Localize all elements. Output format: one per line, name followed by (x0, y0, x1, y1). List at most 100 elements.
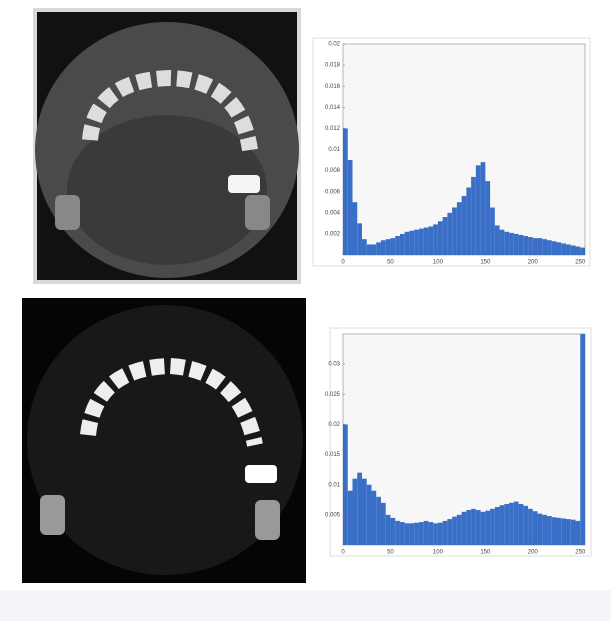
histogram-bar (547, 516, 552, 545)
x-tick-label: 100 (433, 550, 444, 556)
histogram-bar (499, 505, 505, 545)
histogram-bar (357, 472, 362, 545)
histogram-bar (343, 128, 348, 255)
histogram-bar (471, 508, 476, 545)
histogram-bar (566, 519, 571, 545)
histogram-bar (513, 233, 519, 255)
y-tick-label: 0.002 (325, 231, 341, 237)
histogram-bar (428, 226, 434, 255)
histogram-bar (361, 478, 367, 545)
histogram-bar (566, 244, 571, 255)
histogram-bar (471, 176, 476, 255)
histogram-bar (380, 502, 386, 545)
histogram-bar (480, 162, 486, 255)
histogram-bar (437, 221, 443, 255)
y-tick-label: 0.008 (325, 168, 341, 174)
x-tick-label: 150 (480, 550, 491, 556)
histogram-bar (442, 217, 448, 255)
histogram-bar (480, 511, 486, 545)
histogram-bar (485, 181, 491, 255)
histogram-bar (561, 518, 567, 545)
ct-image-original (33, 8, 301, 284)
histogram-bar (570, 519, 576, 545)
footer-band (0, 590, 611, 621)
histogram-bar (404, 523, 410, 545)
x-tick-label: 200 (528, 550, 539, 556)
histogram-bar (371, 490, 377, 545)
histogram-bar (542, 514, 548, 545)
histogram-bar (580, 334, 585, 545)
y-tick-label: 0.015 (325, 452, 341, 458)
histogram-bar (475, 165, 481, 255)
histogram-bar (551, 517, 557, 545)
histogram-bar (456, 514, 462, 545)
y-tick-label: 0.03 (328, 362, 340, 368)
histogram-bar (423, 227, 429, 255)
histogram-bar (433, 523, 438, 545)
histogram-bar (513, 501, 519, 545)
histogram-bar (509, 502, 514, 545)
histogram-bar (561, 243, 567, 255)
histogram-bar (376, 242, 381, 255)
y-tick-label: 0.025 (325, 392, 341, 398)
histogram-bar (447, 519, 453, 545)
histogram-bar (456, 202, 462, 255)
histogram-bar (366, 484, 372, 545)
histogram-bar (580, 247, 585, 255)
x-tick-label: 50 (387, 260, 394, 266)
histogram-bar (556, 517, 562, 545)
x-tick-label: 0 (341, 260, 345, 266)
y-tick-label: 0.004 (325, 210, 341, 216)
x-tick-label: 0 (341, 550, 345, 556)
histogram-bar (532, 238, 538, 255)
histogram-bar (509, 232, 514, 255)
histogram-bar (347, 160, 353, 255)
histogram-bar (357, 223, 362, 255)
histogram-bar (361, 239, 367, 255)
histogram-bar (490, 508, 495, 545)
histogram-bar (494, 225, 500, 255)
y-tick-label: 0.01 (328, 147, 340, 153)
histogram-bar (371, 244, 377, 255)
histogram-bar (399, 522, 405, 545)
histogram-bar (528, 237, 533, 255)
y-tick-label: 0.006 (325, 189, 341, 195)
histogram-bar (504, 231, 510, 255)
histogram-bar (461, 195, 467, 255)
histogram-bar (551, 241, 557, 255)
histogram-bar (343, 424, 348, 545)
histogram-bar (409, 230, 415, 255)
ct-image-equalized (22, 298, 306, 583)
histogram-bar (442, 520, 448, 545)
histogram-bar (466, 510, 472, 545)
histogram-bar (414, 522, 419, 545)
histogram-bar (518, 234, 524, 255)
x-tick-label: 200 (528, 260, 539, 266)
histogram-bar (494, 507, 500, 545)
histogram-bar (447, 212, 453, 255)
histogram-bar (395, 236, 400, 255)
histogram-bar (537, 238, 543, 255)
y-tick-label: 0.01 (328, 482, 340, 488)
histogram-bar (437, 522, 443, 545)
histogram-bar (556, 242, 562, 255)
histogram-bar (385, 514, 391, 545)
histogram-bar (485, 510, 491, 545)
histogram-bar (404, 231, 410, 255)
histogram-bar (366, 244, 372, 255)
histogram-bar (475, 510, 481, 545)
x-tick-label: 250 (575, 550, 586, 556)
histogram-bar (523, 505, 529, 545)
x-tick-label: 100 (433, 260, 444, 266)
histogram-bar (390, 517, 396, 545)
histogram-bar (575, 246, 581, 255)
histogram-bar (532, 511, 538, 545)
y-tick-label: 0.014 (325, 105, 341, 111)
histogram-bar (399, 233, 405, 255)
histogram-bar (390, 238, 396, 255)
histogram-bar (490, 207, 495, 255)
histogram-bar (523, 236, 529, 255)
histogram-bar (352, 202, 358, 255)
histogram-bar (575, 520, 581, 545)
